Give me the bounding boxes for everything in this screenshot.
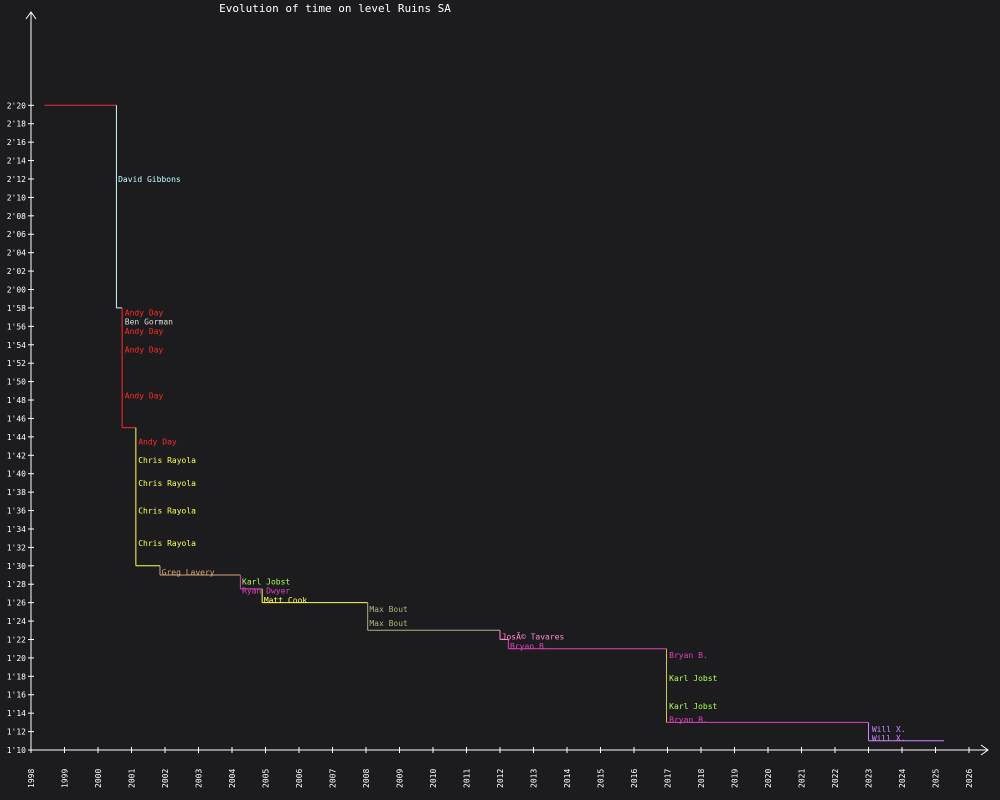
y-tick-label: 1'30 <box>7 562 26 571</box>
y-tick-label: 1'26 <box>7 599 26 608</box>
x-tick-label: 2003 <box>195 769 204 788</box>
chart-axes <box>25 11 989 756</box>
y-tick-label: 2'16 <box>7 138 26 147</box>
x-tick-label: 2011 <box>463 769 472 788</box>
x-tick-label: 2006 <box>295 769 304 788</box>
x-tick-label: 2025 <box>932 769 941 788</box>
y-tick-label: 2'02 <box>7 267 26 276</box>
y-tick-label: 2'08 <box>7 212 26 221</box>
y-tick-label: 1'12 <box>7 728 26 737</box>
x-tick-label: 2023 <box>865 769 874 788</box>
x-tick-label: 1999 <box>61 769 70 788</box>
x-tick-label: 2016 <box>630 769 639 788</box>
y-tick-label: 2'00 <box>7 286 26 295</box>
record-holder-label: Andy Day <box>125 327 164 336</box>
y-tick-label: 2'06 <box>7 230 26 239</box>
record-holder-label: Ryan Dwyer <box>242 587 290 596</box>
x-tick-label: 2012 <box>496 769 505 788</box>
y-tick-label: 1'18 <box>7 672 26 681</box>
record-holder-label: Andy Day <box>125 309 164 318</box>
record-holder-label: Chris Rayola <box>138 539 196 548</box>
record-holder-label: Andy Day <box>125 345 164 354</box>
record-holder-label: Ben Gorman <box>125 318 173 327</box>
y-tick-label: 1'38 <box>7 488 26 497</box>
record-holder-label: Chris Rayola <box>138 456 196 465</box>
x-axis-arrow <box>980 744 989 756</box>
record-holder-label: Chris Rayola <box>138 507 196 516</box>
y-tick-label: 1'46 <box>7 414 26 423</box>
record-holder-label: Karl Jobst <box>669 702 717 711</box>
y-tick-label: 1'22 <box>7 635 26 644</box>
x-tick-label: 1998 <box>27 769 36 788</box>
y-tick-label: 1'14 <box>7 709 26 718</box>
y-tick-label: 1'34 <box>7 525 26 534</box>
y-tick-label: 1'56 <box>7 322 26 331</box>
record-holder-label: Max Bout <box>369 605 408 614</box>
x-tick-label: 2024 <box>898 769 907 788</box>
record-holder-label: Will X. <box>872 725 906 734</box>
y-tick-label: 1'42 <box>7 451 26 460</box>
record-holder-label: Karl Jobst <box>242 577 290 586</box>
y-tick-label: 1'36 <box>7 507 26 516</box>
record-holder-label: Greg Lavery <box>162 568 215 577</box>
y-tick-label: 1'50 <box>7 378 26 387</box>
x-tick-label: 2010 <box>429 769 438 788</box>
x-tick-label: 2004 <box>228 769 237 788</box>
y-tick-label: 1'20 <box>7 654 26 663</box>
y-axis-ticks: 1'10 1'12 1'14 1'16 1'18 1'20 1'22 1'24 1'26 1'28… <box>7 101 34 755</box>
x-tick-label: 2021 <box>798 769 807 788</box>
x-tick-label: 2019 <box>731 769 740 788</box>
x-tick-label: 2005 <box>262 769 271 788</box>
y-tick-label: 1'10 <box>7 746 26 755</box>
record-holder-label: Bryan B. <box>669 651 708 660</box>
x-tick-label: 2007 <box>329 769 338 788</box>
x-tick-label: 2017 <box>664 769 673 788</box>
y-tick-label: 1'28 <box>7 580 26 589</box>
y-tick-label: 1'32 <box>7 543 26 552</box>
x-tick-label: 2008 <box>362 769 371 788</box>
record-holder-label: Max Bout <box>369 619 408 628</box>
y-tick-label: 1'24 <box>7 617 26 626</box>
y-tick-label: 1'58 <box>7 304 26 313</box>
record-progression-series <box>44 104 944 742</box>
x-tick-label: 2009 <box>396 769 405 788</box>
record-holder-label: Will X. <box>872 734 906 743</box>
record-holder-label: Bryan B. <box>510 642 549 651</box>
x-tick-label: 2000 <box>94 769 103 788</box>
y-tick-label: 2'10 <box>7 193 26 202</box>
chart-title: Evolution of time on level Ruins SA <box>219 2 451 15</box>
y-tick-label: 1'40 <box>7 470 26 479</box>
record-holder-label: Andy Day <box>138 437 177 446</box>
x-tick-label: 2002 <box>161 769 170 788</box>
y-tick-label: 2'04 <box>7 249 26 258</box>
x-tick-label: 2018 <box>697 769 706 788</box>
record-holder-label: Karl Jobst <box>669 674 717 683</box>
x-tick-label: 2013 <box>530 769 539 788</box>
y-tick-label: 1'48 <box>7 396 26 405</box>
y-tick-label: 2'18 <box>7 120 26 129</box>
x-tick-label: 2022 <box>831 769 840 788</box>
record-holder-label: Matt Cook <box>264 596 308 605</box>
y-tick-label: 1'54 <box>7 341 26 350</box>
y-tick-label: 2'12 <box>7 175 26 184</box>
x-tick-label: 2026 <box>965 769 974 788</box>
record-holder-label: Andy Day <box>125 391 164 400</box>
x-axis-ticks: 1998 1999 2000 2001 2002 2003 2004 2005 2006 2007… <box>27 747 974 788</box>
y-tick-label: 2'20 <box>7 101 26 110</box>
y-tick-label: 2'14 <box>7 157 26 166</box>
x-tick-label: 2020 <box>764 769 773 788</box>
x-tick-label: 2015 <box>597 769 606 788</box>
record-holder-label: JosÃ© Tavares <box>502 632 565 642</box>
record-holder-label: Bryan B. <box>669 716 708 725</box>
record-holder-label: Chris Rayola <box>138 479 196 488</box>
y-axis-arrow <box>25 11 37 20</box>
record-holder-label: David Gibbons <box>118 175 181 184</box>
y-tick-label: 1'44 <box>7 433 26 442</box>
y-tick-label: 1'16 <box>7 691 26 700</box>
x-tick-label: 2001 <box>128 769 137 788</box>
x-tick-label: 2014 <box>563 769 572 788</box>
y-tick-label: 1'52 <box>7 359 26 368</box>
